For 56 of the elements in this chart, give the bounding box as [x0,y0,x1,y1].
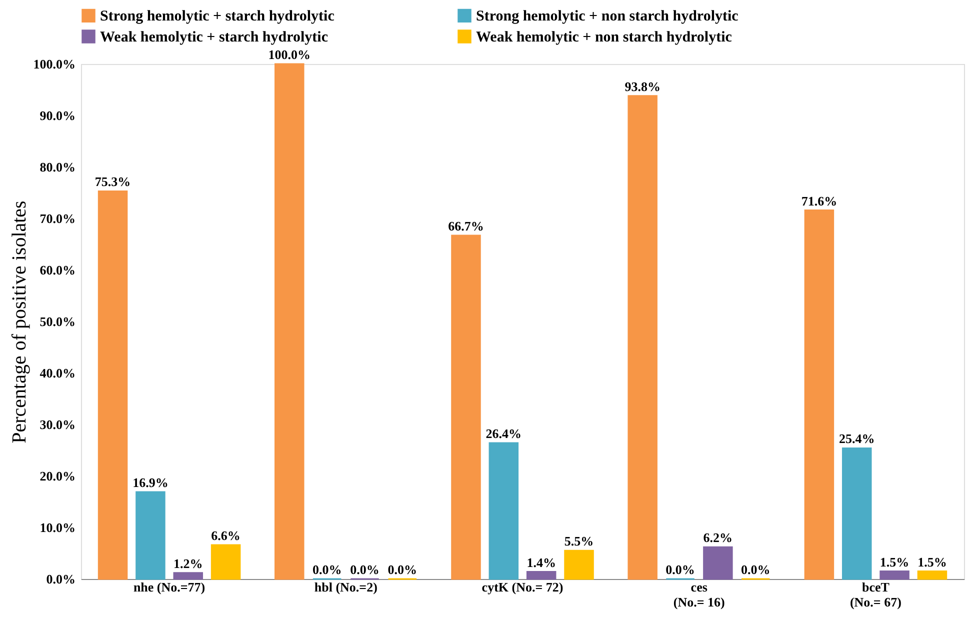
y-tick-label: 80.0% [40,160,76,174]
data-label: 1.2% [174,556,203,571]
data-label: 1.5% [918,554,947,570]
bar [136,491,166,580]
x-tick-label: hbl (No.=2) [314,580,378,594]
data-label: 26.4% [486,426,522,442]
bar [488,442,519,580]
y-axis-title: Percentage of positive isolates [8,200,30,444]
data-label: 0.0% [666,562,695,577]
bar [880,570,910,580]
y-tick-label: 90.0% [40,108,76,123]
x-tick-label: cytK (No.= 72) [482,580,564,594]
bar [564,550,594,580]
data-label: 16.9% [132,474,168,490]
data-label: 71.6% [801,193,838,208]
bar [703,546,733,580]
data-label: 5.5% [564,534,594,549]
bar [526,571,556,580]
y-tick-label: 60.0% [40,262,76,278]
data-label: 1.5% [880,554,910,570]
bar [917,570,948,580]
y-tick-label: 100.0% [33,56,76,72]
bar [210,544,241,580]
x-tick-label: nhe (No.=77) [133,580,206,594]
legend-label: Strong hemolytic + starch hydrolytic [100,8,335,25]
data-label: 25.4% [838,431,875,446]
x-tick-label: bceT (No.= 67) [850,580,902,610]
y-tick-label: 30.0% [40,417,76,432]
bar [842,447,872,580]
data-label: 66.7% [448,218,484,234]
legend-label: Weak hemolytic + starch hydrolytic [100,30,328,46]
y-tick-label: 70.0% [40,211,76,226]
bar [173,572,204,580]
data-label: 0.0% [388,562,418,577]
y-tick-label: 10.0% [40,520,76,535]
bar [628,95,658,580]
bar [804,210,834,580]
legend-label: Weak hemolytic + non starch hydrolytic [476,30,732,46]
data-label: 6.6% [211,528,240,544]
data-label: 75.3% [94,174,131,190]
data-label: 6.2% [703,530,733,546]
data-label: 0.0% [350,562,380,577]
y-tick-label: 0.0% [46,572,76,586]
data-label: 0.0% [740,562,770,577]
bar [451,234,481,580]
legend-label: Strong hemolytic + non starch hydrolytic [476,8,739,25]
x-tick-label: ces (No.= 16) [673,580,725,610]
y-tick-label: 50.0% [40,314,76,329]
bar [274,63,304,580]
bar [98,190,128,580]
data-label: 100.0% [268,47,311,62]
y-tick-label: 40.0% [40,366,76,380]
data-label: 1.4% [526,554,556,570]
data-label: 93.8% [624,78,660,94]
data-label: 0.0% [312,562,342,577]
y-tick-label: 20.0% [40,468,76,484]
